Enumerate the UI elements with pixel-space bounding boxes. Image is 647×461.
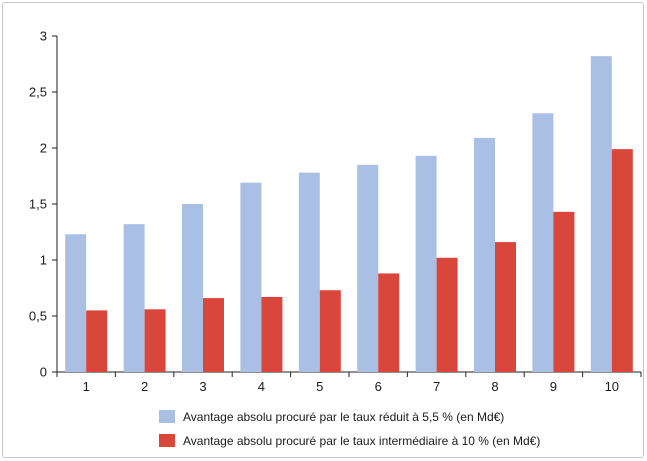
bar-reduced-rate [182, 204, 203, 372]
bar-intermediate-rate [553, 211, 575, 372]
y-tick-label: 0,5 [29, 309, 47, 324]
bar-intermediate-rate [144, 309, 166, 372]
legend-swatch-reduced-rate [159, 410, 175, 423]
bar-reduced-rate [415, 155, 437, 372]
y-tick-label: 1 [40, 253, 47, 268]
x-tick-label: 9 [550, 379, 557, 394]
x-tick-label: 10 [605, 379, 619, 394]
bar-intermediate-rate [436, 257, 458, 372]
y-tick-labels: 0 0,5 1 1,5 2 2,5 3 [29, 29, 47, 380]
bar-intermediate-rate [203, 298, 224, 372]
x-tick-label: 1 [83, 379, 90, 394]
bar-reduced-rate [532, 113, 554, 372]
bar-intermediate-rate [86, 310, 108, 372]
bars [65, 56, 633, 372]
bar-reduced-rate [123, 224, 145, 372]
y-tick-label: 3 [40, 29, 47, 44]
x-tick-label: 4 [258, 379, 265, 394]
y-tick-label: 2,5 [29, 85, 47, 100]
bar-intermediate-rate [261, 296, 283, 372]
x-tick-label: 5 [316, 379, 323, 394]
x-tick-label: 2 [141, 379, 148, 394]
x-tick-label: 6 [375, 379, 382, 394]
x-tick-label: 8 [491, 379, 498, 394]
bar-reduced-rate [474, 137, 495, 372]
bar-reduced-rate [298, 172, 320, 372]
y-tick-label: 2 [40, 141, 47, 156]
x-tick-label: 3 [199, 379, 206, 394]
y-tick-label: 1,5 [29, 197, 47, 212]
bar-intermediate-rate [319, 290, 341, 372]
x-tick-labels: 1 2 3 4 5 6 7 8 9 10 [83, 379, 619, 394]
x-tick-label: 7 [433, 379, 440, 394]
bar-reduced-rate [357, 164, 379, 372]
bar-intermediate-rate [495, 242, 516, 372]
legend-swatch-intermediate-rate [159, 434, 175, 447]
bar-intermediate-rate [378, 273, 400, 372]
y-tick-label: 0 [40, 365, 47, 380]
legend-label-intermediate-rate: Avantage absolu procuré par le taux inte… [183, 434, 540, 448]
bar-reduced-rate [65, 234, 87, 372]
bar-intermediate-rate [611, 149, 633, 372]
bar-reduced-rate [590, 56, 612, 372]
legend-label-reduced-rate: Avantage absolu procuré par le taux rédu… [183, 410, 504, 424]
bar-reduced-rate [240, 182, 262, 372]
legend: Avantage absolu procuré par le taux rédu… [159, 410, 540, 448]
